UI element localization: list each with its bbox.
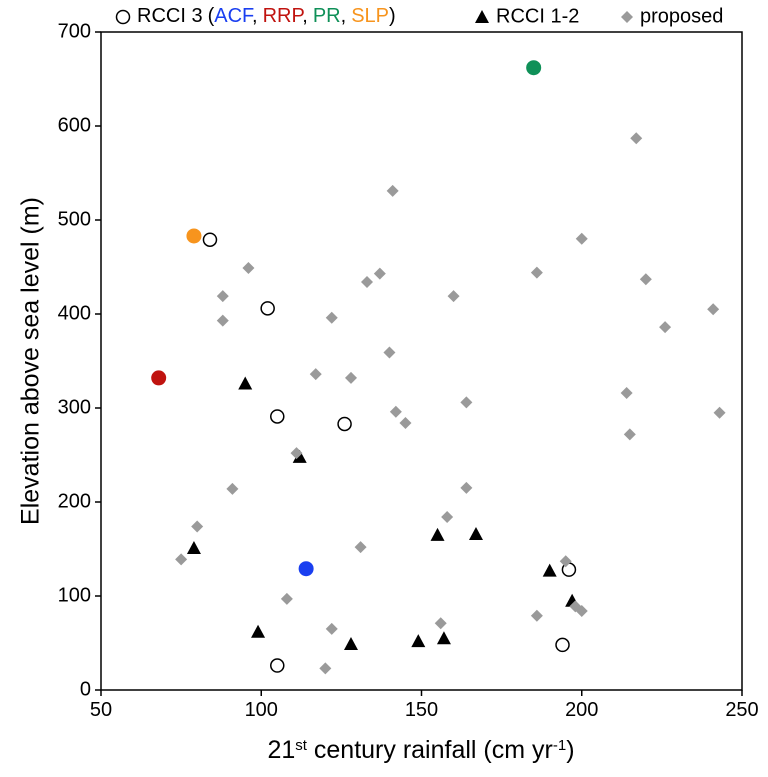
legend-label: RCCI 3: [137, 5, 203, 27]
data-point: [659, 321, 672, 334]
data-point: [530, 266, 543, 279]
data-point: [337, 416, 352, 432]
x-axis-label-part: 21: [267, 736, 295, 764]
data-point: [639, 273, 652, 286]
data-point: [434, 617, 447, 630]
legend-label: PR: [313, 5, 341, 27]
y-tick-label: 0: [80, 678, 91, 700]
data-point: [319, 662, 332, 675]
data-point: [620, 386, 633, 399]
data-point: [713, 406, 726, 419]
data-point: [290, 447, 303, 460]
data-point: [175, 553, 188, 566]
data-point: [151, 370, 167, 386]
data-point: [373, 267, 386, 280]
data-point: [242, 261, 255, 274]
y-tick-label: 200: [58, 490, 91, 512]
data-point: [298, 561, 314, 577]
data-point: [460, 481, 473, 494]
data-point: [707, 303, 720, 316]
data-point: [436, 631, 451, 645]
y-tick-label: 700: [58, 20, 91, 42]
data-point: [325, 311, 338, 324]
data-point: [343, 636, 358, 650]
legend-label: SLP: [351, 5, 389, 27]
data-point: [292, 449, 307, 463]
data-point: [555, 637, 570, 653]
x-tick-label: 200: [565, 699, 598, 721]
legend-label: proposed: [640, 5, 723, 27]
data-point: [460, 396, 473, 409]
data-point: [399, 417, 412, 430]
data-point: [430, 527, 445, 541]
data-point: [309, 368, 322, 381]
x-axis-label: 21st century rainfall (cm yr-1): [267, 736, 574, 764]
y-tick-label: 500: [58, 208, 91, 230]
legend-punctuation: ,: [252, 5, 258, 27]
data-point: [344, 371, 357, 384]
data-point: [383, 346, 396, 359]
data-point: [280, 592, 293, 605]
data-point: [361, 276, 374, 289]
y-tick-label: 300: [58, 396, 91, 418]
data-point: [226, 482, 239, 495]
data-point: [575, 232, 588, 245]
data-point: [260, 301, 275, 316]
legend-marker: [115, 9, 131, 25]
data-point: [270, 409, 285, 424]
data-point: [216, 290, 229, 303]
legend-punctuation: (: [208, 5, 215, 27]
legend-label: RRP: [263, 5, 305, 27]
legend-punctuation: ,: [302, 5, 308, 27]
y-tick-label: 600: [58, 114, 91, 136]
x-tick-label: 100: [245, 699, 278, 721]
data-point: [623, 428, 636, 441]
x-axis-label-part: ): [566, 736, 574, 764]
legend-marker: [475, 10, 489, 23]
data-point: [441, 511, 454, 524]
data-point: [447, 290, 460, 303]
data-point: [526, 60, 542, 76]
data-point: [559, 555, 572, 568]
y-tick-label: 400: [58, 302, 91, 324]
data-point: [251, 624, 266, 638]
legend-marker: [621, 11, 633, 23]
data-point: [325, 622, 338, 635]
data-point: [468, 526, 483, 540]
legend-entry: RCCI 3 (ACF, RRP, PR, SLP): [137, 5, 396, 27]
data-point: [186, 541, 201, 555]
legend-label: RCCI 1-2: [496, 5, 579, 27]
data-point: [216, 314, 229, 327]
legend-punctuation: ): [389, 5, 396, 27]
data-point: [191, 520, 204, 533]
data-point: [186, 228, 202, 244]
x-tick-label: 250: [725, 699, 758, 721]
legend-punctuation: ,: [341, 5, 347, 27]
data-point: [411, 634, 426, 648]
data-point: [542, 563, 557, 577]
y-tick-label: 100: [58, 584, 91, 606]
x-axis-label-part: st: [295, 737, 308, 754]
data-point: [238, 376, 253, 390]
data-point: [270, 658, 285, 673]
data-point: [530, 609, 543, 622]
legend-label: ACF: [214, 5, 254, 27]
x-tick-label: 150: [405, 699, 438, 721]
data-point: [389, 405, 402, 418]
data-point: [354, 541, 367, 554]
data-point: [202, 232, 218, 247]
data-point: [630, 132, 643, 145]
y-axis-label: Elevation above sea level (m): [17, 197, 45, 525]
data-point: [386, 184, 399, 197]
x-tick-label: 50: [90, 699, 112, 721]
plot-frame: [100, 31, 743, 691]
data-point: [575, 605, 588, 618]
x-axis-label-part: -1: [553, 737, 566, 754]
x-axis-label-part: century rainfall (cm yr: [307, 736, 553, 764]
